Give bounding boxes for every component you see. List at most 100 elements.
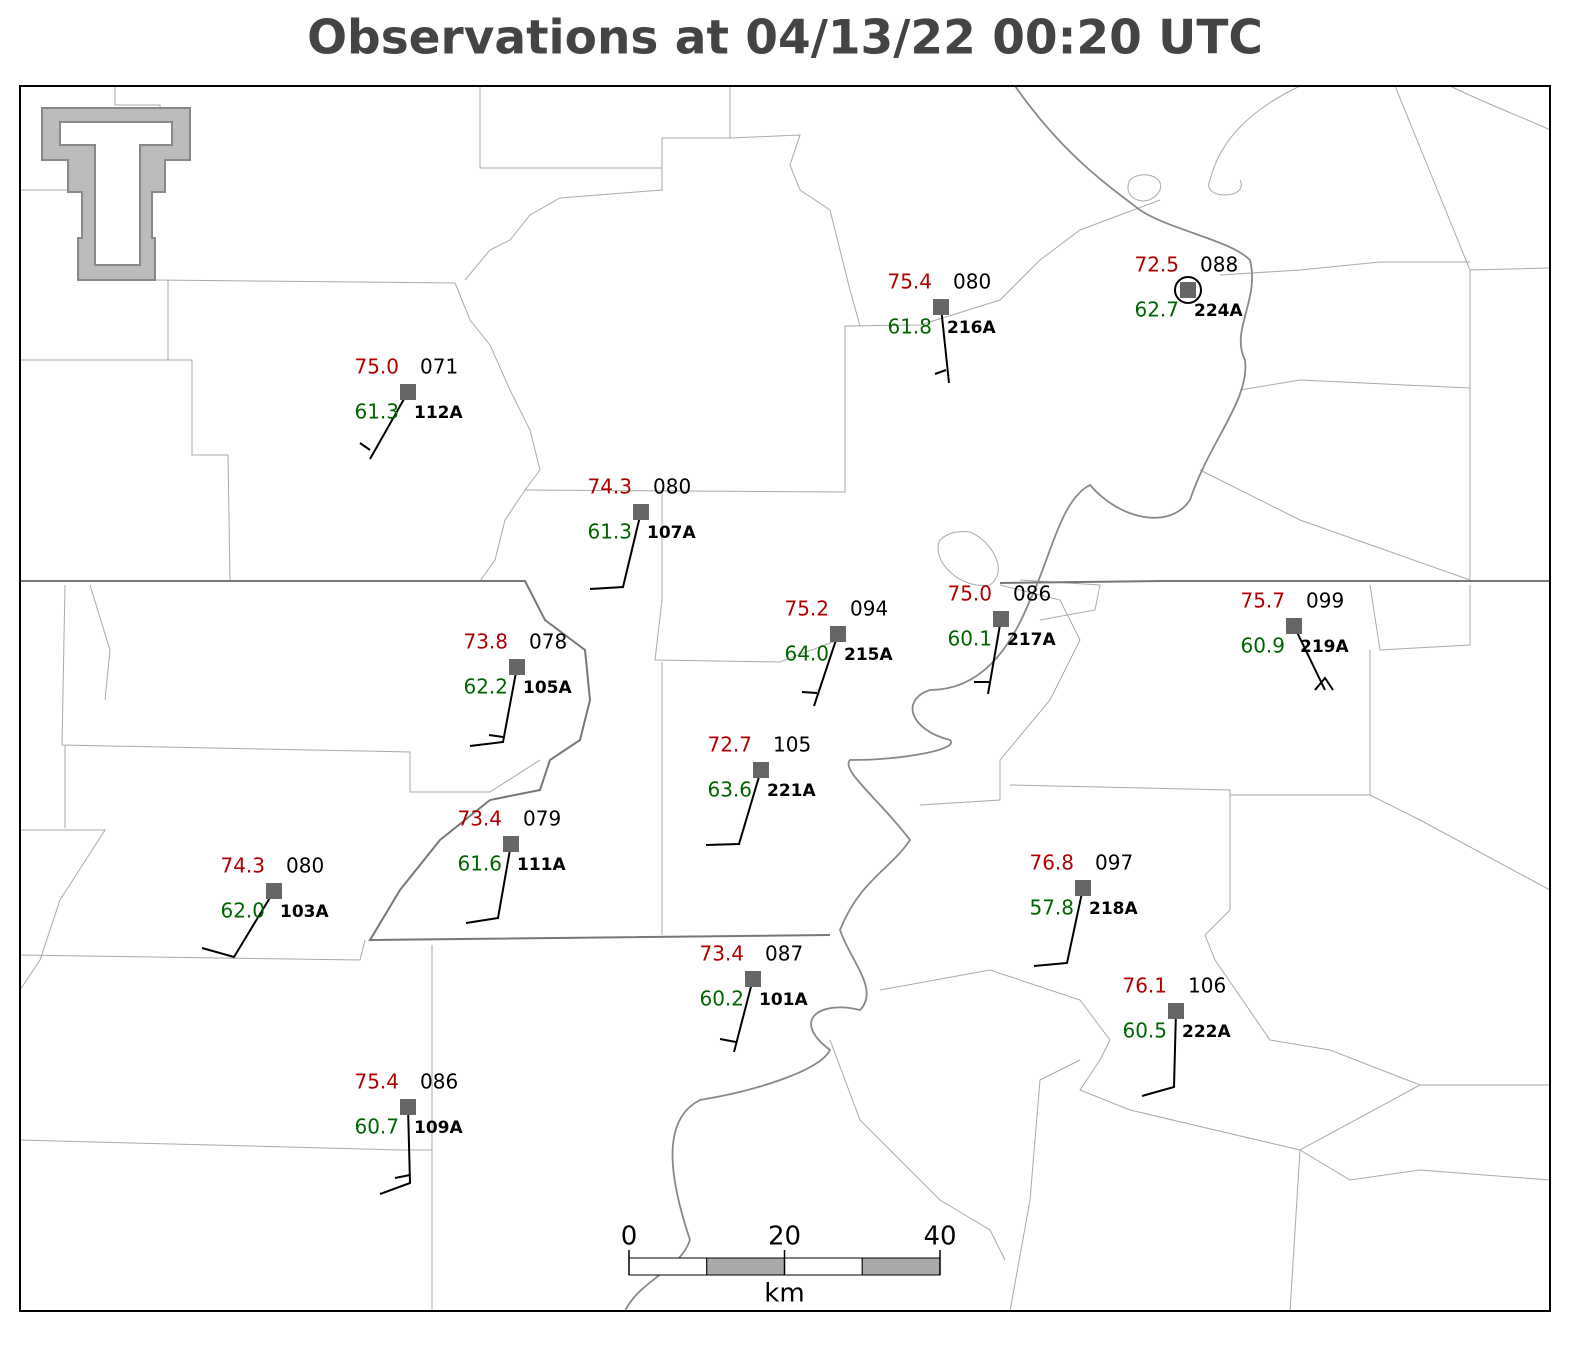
station-plot: 75.4 086 60.7 109A (354, 1070, 463, 1195)
wind-barb-flag (359, 442, 371, 451)
temperature: 75.0 (947, 582, 992, 606)
station-id: 217A (1007, 630, 1056, 650)
dewpoint: 62.0 (220, 899, 265, 923)
station-id: 222A (1182, 1022, 1231, 1042)
station-marker (753, 762, 769, 778)
basemap (19, 85, 1551, 1312)
wind-barb (1141, 1010, 1177, 1097)
temperature: 73.8 (463, 630, 508, 654)
temperature: 74.3 (220, 854, 265, 878)
station-marker (1286, 618, 1302, 634)
pressure: 105 (773, 733, 811, 757)
station-marker (1180, 282, 1196, 298)
wind-barb (369, 391, 409, 460)
map-frame (19, 85, 1551, 1312)
logo (41, 107, 191, 281)
pressure: 080 (653, 475, 691, 499)
temperature: 75.4 (354, 1070, 399, 1094)
station-plot: 72.7 105 63.6 221A (705, 733, 816, 846)
station-plot: 76.8 097 57.8 218A (1029, 851, 1138, 967)
station-plot: 75.0 086 60.1 217A (947, 582, 1056, 695)
station-id: 107A (647, 523, 696, 543)
temperature: 75.0 (354, 355, 399, 379)
temperature: 74.3 (587, 475, 632, 499)
station-marker (509, 659, 525, 675)
temperature: 76.1 (1122, 974, 1167, 998)
dewpoint: 61.6 (457, 852, 502, 876)
station-id: 218A (1089, 899, 1138, 919)
wind-barb (589, 511, 642, 590)
title: Observations at 04/13/22 00:20 UTC (307, 11, 1263, 66)
station-marker (745, 971, 761, 987)
temperature: 73.4 (457, 807, 502, 831)
scale-unit: km (764, 1279, 804, 1309)
station-plot: 74.3 080 61.3 107A (587, 475, 696, 590)
wind-barb (1033, 887, 1084, 967)
station-plot: 75.0 071 61.3 112A (354, 355, 463, 460)
dewpoint: 60.2 (699, 987, 744, 1011)
pressure: 079 (523, 807, 561, 831)
dewpoint: 60.7 (354, 1115, 399, 1139)
pressure: 080 (953, 270, 991, 294)
wind-barb-flag (719, 1038, 737, 1043)
dewpoint: 64.0 (784, 642, 829, 666)
wind-barb-flag (1314, 676, 1334, 691)
station-marker (993, 611, 1009, 627)
dewpoint: 60.5 (1122, 1019, 1167, 1043)
station-marker (503, 836, 519, 852)
dewpoint: 62.2 (463, 675, 508, 699)
wind-barb (940, 306, 950, 384)
station-marker (1075, 880, 1091, 896)
temperature: 75.4 (887, 270, 932, 294)
pressure: 106 (1188, 974, 1226, 998)
wind-barb (469, 666, 518, 747)
dewpoint: 61.8 (887, 315, 932, 339)
station-id: 215A (844, 645, 893, 665)
scale-tick-label: 40 (923, 1222, 956, 1252)
station-id: 105A (523, 678, 572, 698)
temperature: 72.7 (707, 733, 752, 757)
dewpoint: 60.9 (1240, 634, 1285, 658)
station-plot: 74.3 080 62.0 103A (201, 854, 329, 959)
station-id: 112A (414, 403, 463, 423)
station-id: 221A (767, 781, 816, 801)
scale-tick-label: 20 (768, 1222, 801, 1252)
pressure: 078 (529, 630, 567, 654)
temperature: 76.8 (1029, 851, 1074, 875)
station-plot: 76.1 106 60.5 222A (1122, 974, 1231, 1097)
wind-barb (201, 890, 275, 959)
dewpoint: 57.8 (1029, 896, 1074, 920)
station-id: 216A (947, 318, 996, 338)
pressure: 086 (420, 1070, 458, 1094)
station-id: 219A (1300, 637, 1349, 657)
pressure: 088 (1200, 253, 1238, 277)
wind-barb (379, 1106, 412, 1195)
calm-circle (1174, 276, 1202, 304)
station-plot: 75.7 099 60.9 219A (1240, 589, 1349, 691)
pressure: 097 (1095, 851, 1133, 875)
wind-barb-flag (488, 734, 504, 738)
station-marker (633, 504, 649, 520)
station-marker (830, 626, 846, 642)
station-marker (400, 1099, 416, 1115)
dewpoint: 60.1 (947, 627, 992, 651)
station-marker (933, 299, 949, 315)
pressure: 071 (420, 355, 458, 379)
scale-tick-label: 0 (621, 1222, 638, 1252)
pressure: 099 (1306, 589, 1344, 613)
scale-segment (706, 1257, 785, 1276)
station-plot: 72.5 088 62.7 224A (1134, 253, 1243, 322)
scale-bar: 0 20 40 km (621, 1222, 957, 1309)
station-plot: 73.4 079 61.6 111A (457, 807, 566, 924)
temperature: 73.4 (699, 942, 744, 966)
wind-barb (705, 769, 762, 846)
dewpoint: 62.7 (1134, 298, 1179, 322)
wind-barb (733, 978, 754, 1053)
wind-barb (465, 843, 512, 924)
station-plot: 73.4 087 60.2 101A (699, 942, 808, 1053)
pressure: 087 (765, 942, 803, 966)
scale-segment (628, 1257, 708, 1276)
station-id: 103A (280, 902, 329, 922)
station-id: 109A (414, 1118, 463, 1138)
